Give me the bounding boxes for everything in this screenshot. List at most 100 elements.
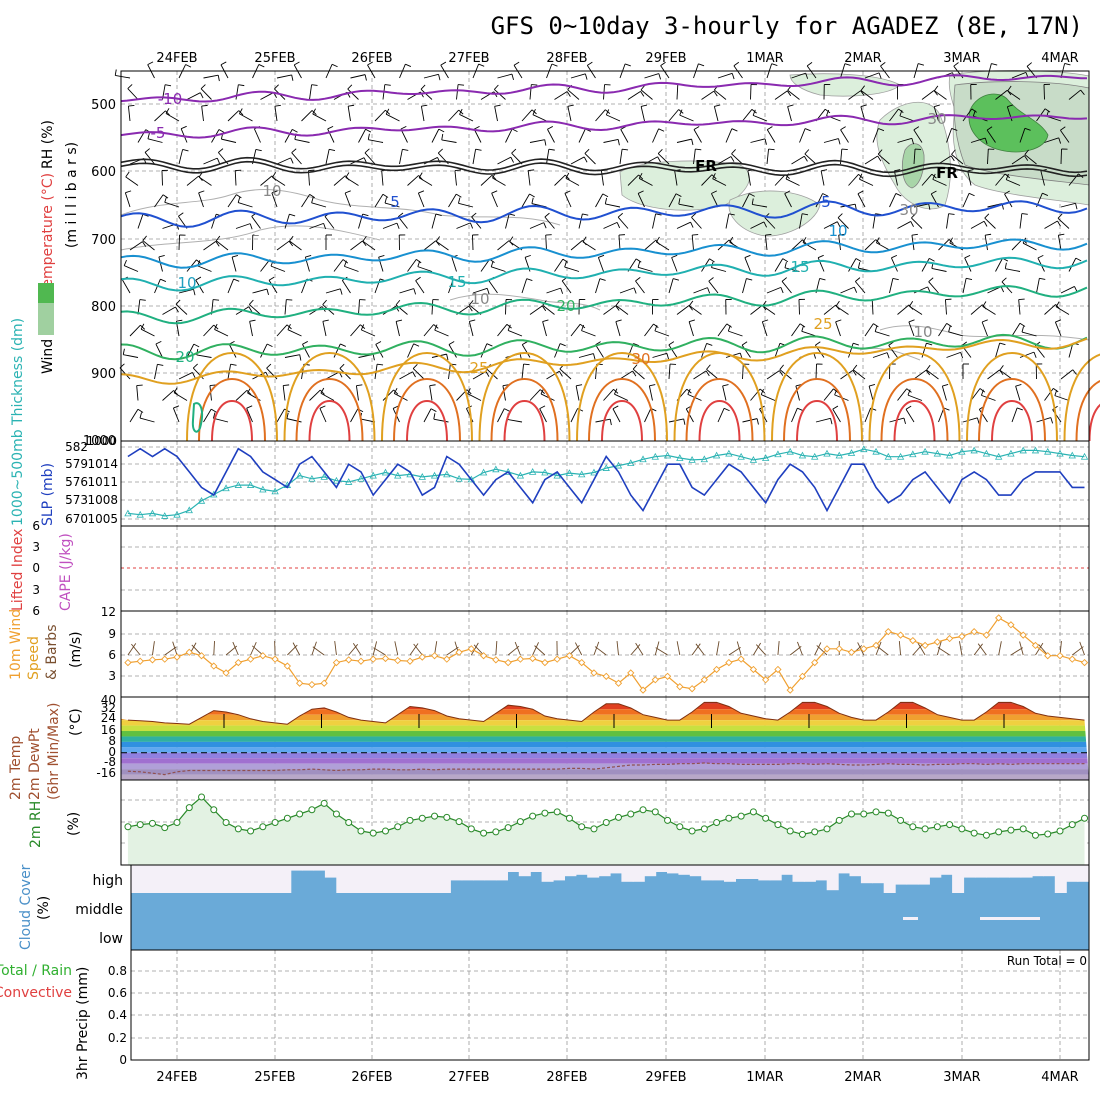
wind10m-label-text: & Barbs [44, 625, 60, 681]
wind-barb-tick-upper [991, 63, 998, 66]
wind-barb-tick-upper [305, 254, 312, 258]
wind-barb-upper [946, 213, 950, 229]
wind-barb-upper [123, 354, 139, 358]
temp-dome-1 [490, 377, 559, 442]
cape-axis-label: CAPE (J/kg) [58, 533, 74, 611]
wind-barb-upper [840, 370, 854, 380]
rh2m-point [222, 819, 230, 826]
cloud-high-gap [826, 865, 839, 891]
wind-barb-upper [154, 194, 164, 208]
wind-barb-tick-upper [983, 221, 988, 227]
wind-barb-tick-upper [274, 104, 281, 107]
cloud-high-gap [245, 865, 257, 893]
rh2m-point [946, 821, 954, 829]
wind-barb-tick-upper [272, 172, 277, 178]
wind10m-barb [250, 642, 257, 656]
wind-barb-tick-upper [1060, 126, 1066, 131]
wind-barb-upper [742, 418, 758, 423]
wind-barb-tick-upper [176, 319, 183, 322]
wind-barb-tick-upper [951, 149, 956, 155]
wind-barb-tick-upper [967, 169, 974, 172]
upper-air-label-part: Temperature (°C) [40, 173, 56, 295]
rh2m-point [872, 808, 880, 816]
temp-dome-0 [673, 351, 766, 442]
wind-barb-tick-upper [765, 234, 772, 236]
wind-barb-tick-upper [806, 61, 813, 67]
wind-barb-upper [124, 192, 131, 208]
wind-barb-tick-upper [412, 371, 416, 378]
wind-barb-upper [1054, 395, 1070, 401]
chart-title: GFS 0~10day 3-hourly for AGADEZ (8E, 17N… [491, 12, 1083, 40]
wind-barb-upper [798, 299, 800, 315]
wind-barb-tick-upper [237, 196, 241, 203]
wind-barb-tick-upper [255, 148, 262, 152]
wind-barb-tick-upper [1000, 286, 1005, 293]
wind-barb-tick-upper [950, 155, 955, 162]
wind-barb-upper [175, 303, 188, 315]
wind-barb-upper [472, 287, 488, 294]
wind-barb-upper [864, 407, 872, 423]
wind-barb-tick-upper [268, 276, 275, 281]
wind-barb-upper [186, 175, 199, 186]
wind-barb-upper [381, 170, 384, 186]
wind10m-barb [691, 643, 701, 656]
wind-barb-upper [260, 175, 273, 186]
rh2m-point [688, 827, 696, 835]
wind-barb-tick-upper [125, 171, 130, 178]
wind-barb-upper [791, 72, 806, 79]
wind-barb-upper [984, 235, 988, 251]
wind-barb-upper [521, 344, 531, 358]
wind-barb-upper [848, 90, 861, 100]
wind-barb-upper [889, 193, 897, 208]
wind10m-point [725, 658, 733, 667]
wind-barb-tick-upper [875, 239, 881, 245]
rh2m-point [786, 827, 794, 835]
wind-barb-tick-upper [448, 341, 455, 345]
wind-barb-upper [203, 408, 212, 423]
temp2m-tick: 40 [101, 693, 116, 707]
rh2m-point [271, 819, 279, 826]
cloud-high-gap [712, 865, 725, 881]
wind-barb-tick-upper [802, 239, 807, 245]
wind-barb-tick-upper [633, 287, 637, 294]
date-label-bottom: 1MAR [746, 1070, 783, 1085]
wind-barb-upper [774, 343, 781, 358]
date-label-bottom: 26FEB [351, 1070, 392, 1085]
wind-barb-tick-upper [312, 108, 316, 115]
temp-dome-1 [880, 377, 949, 442]
wind-barb-tick-upper [173, 387, 178, 394]
rh2m-point [357, 827, 365, 835]
wind-barb-tick-upper [311, 84, 318, 86]
cloud-high-gap [461, 865, 474, 881]
wind-barb-upper [570, 323, 581, 337]
rh2m-point [504, 824, 512, 832]
wind-barb-upper [324, 216, 335, 229]
wind-barb-tick-upper [615, 300, 620, 306]
wind-barb-upper [832, 408, 841, 423]
cloud-high-gap [188, 865, 200, 893]
rh2m-point [1044, 830, 1052, 838]
wind-barb-tick-upper [454, 169, 461, 172]
wind-barb-tick-upper [1039, 277, 1046, 280]
wind-barb-tick-upper [1042, 192, 1049, 196]
precip-tick: 0.6 [108, 986, 127, 1000]
wind-barb-tick-upper [429, 384, 436, 387]
wind-barb-upper [480, 258, 490, 272]
slp-tick: 1014 [87, 457, 118, 471]
contour-label: 30 [631, 350, 650, 368]
wind-barb-upper [987, 148, 989, 165]
wind-barb-tick-upper [780, 287, 784, 294]
wind-barb-upper [766, 286, 782, 294]
wind-barb-upper [668, 193, 677, 208]
wind-barb-upper [505, 299, 507, 315]
cloud-high-gap [1043, 865, 1056, 877]
wind-barb-upper [627, 90, 641, 100]
rh-shade-light-1 [728, 190, 821, 237]
wind-barb-tick-upper [799, 323, 806, 328]
wind-barb-upper [795, 385, 800, 401]
rh2m-point [173, 819, 181, 826]
wind-barb-tick-upper [123, 259, 127, 266]
wind10m-barb [172, 641, 178, 656]
wind-barb-upper [859, 178, 874, 186]
wind-barb-upper [1055, 306, 1070, 315]
